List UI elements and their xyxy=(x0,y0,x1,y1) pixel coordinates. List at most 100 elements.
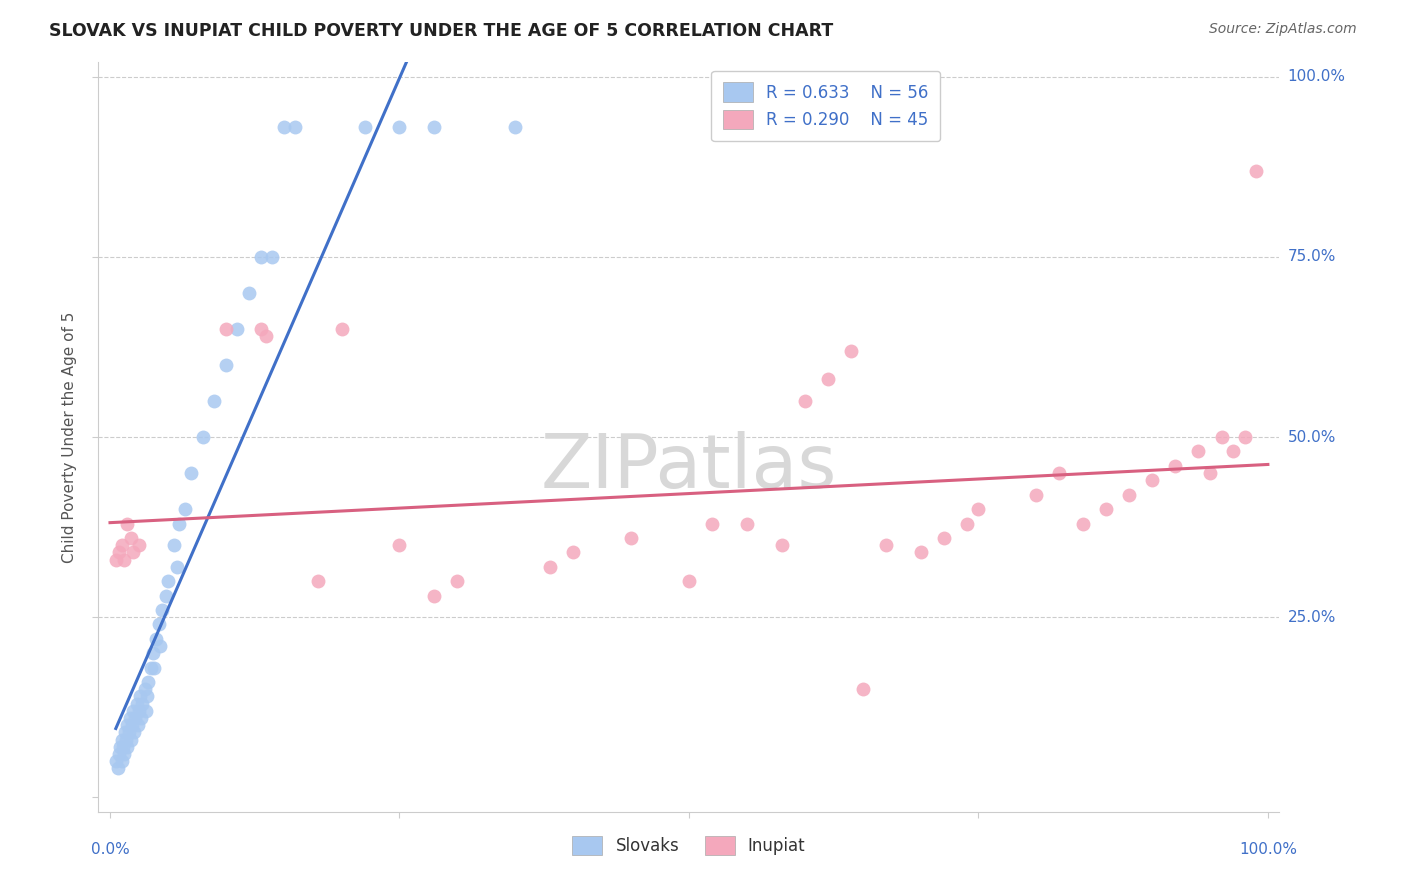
Point xyxy=(110,538,132,552)
Point xyxy=(423,120,446,135)
Point xyxy=(700,516,723,531)
Point xyxy=(562,545,585,559)
Point xyxy=(149,639,172,653)
Text: 50.0%: 50.0% xyxy=(1288,430,1336,444)
Point xyxy=(180,466,202,480)
Point xyxy=(112,747,135,761)
Point xyxy=(134,682,156,697)
Point xyxy=(110,739,132,754)
Point xyxy=(124,725,146,739)
Text: Source: ZipAtlas.com: Source: ZipAtlas.com xyxy=(1209,22,1357,37)
Point xyxy=(770,538,793,552)
Point xyxy=(155,589,177,603)
Point xyxy=(135,704,157,718)
Point xyxy=(114,725,136,739)
Point xyxy=(388,538,411,552)
Point xyxy=(128,704,150,718)
Point xyxy=(249,250,271,264)
Point xyxy=(143,660,166,674)
Point xyxy=(142,646,165,660)
Point xyxy=(1187,444,1209,458)
Point xyxy=(121,718,143,732)
Point xyxy=(127,718,149,732)
Point xyxy=(215,358,238,372)
Point xyxy=(115,732,138,747)
Point xyxy=(446,574,468,589)
Point xyxy=(1211,430,1233,444)
Point xyxy=(1094,502,1116,516)
Point xyxy=(254,329,277,343)
Point xyxy=(262,250,284,264)
Point xyxy=(503,120,526,135)
Point xyxy=(122,704,145,718)
Point xyxy=(107,762,129,776)
Point xyxy=(538,559,561,574)
Legend: Slovaks, Inupiat: Slovaks, Inupiat xyxy=(564,828,814,863)
Point xyxy=(1049,466,1071,480)
Point xyxy=(117,725,139,739)
Point xyxy=(117,739,139,754)
Point xyxy=(215,322,238,336)
Point xyxy=(967,502,990,516)
Point xyxy=(117,718,139,732)
Point xyxy=(125,697,148,711)
Point xyxy=(1233,430,1256,444)
Y-axis label: Child Poverty Under the Age of 5: Child Poverty Under the Age of 5 xyxy=(62,311,77,563)
Point xyxy=(131,697,153,711)
Point xyxy=(148,617,170,632)
Text: 100.0%: 100.0% xyxy=(1239,842,1296,857)
Point xyxy=(735,516,758,531)
Point xyxy=(118,711,141,725)
Point xyxy=(174,502,197,516)
Point xyxy=(956,516,979,531)
Point xyxy=(104,552,127,566)
Point xyxy=(122,545,145,559)
Point xyxy=(150,603,173,617)
Point xyxy=(678,574,700,589)
Point xyxy=(330,322,353,336)
Text: ZIPatlas: ZIPatlas xyxy=(541,431,837,504)
Point xyxy=(108,545,131,559)
Point xyxy=(307,574,329,589)
Point xyxy=(1140,473,1163,487)
Point xyxy=(166,559,188,574)
Point xyxy=(620,531,643,545)
Point xyxy=(169,516,191,531)
Point xyxy=(202,394,225,409)
Point xyxy=(353,120,375,135)
Point xyxy=(910,545,932,559)
Point xyxy=(226,322,249,336)
Point xyxy=(817,372,839,386)
Point xyxy=(249,322,271,336)
Point xyxy=(110,754,132,768)
Point xyxy=(163,538,186,552)
Point xyxy=(1071,516,1094,531)
Text: 75.0%: 75.0% xyxy=(1288,250,1336,264)
Point xyxy=(139,660,162,674)
Point xyxy=(932,531,955,545)
Point xyxy=(1118,488,1140,502)
Point xyxy=(129,711,152,725)
Point xyxy=(1199,466,1222,480)
Text: 25.0%: 25.0% xyxy=(1288,610,1336,624)
Point xyxy=(156,574,179,589)
Text: SLOVAK VS INUPIAT CHILD POVERTY UNDER THE AGE OF 5 CORRELATION CHART: SLOVAK VS INUPIAT CHILD POVERTY UNDER TH… xyxy=(49,22,834,40)
Point xyxy=(110,732,132,747)
Text: 0.0%: 0.0% xyxy=(90,842,129,857)
Point xyxy=(839,343,862,358)
Point xyxy=(238,285,260,300)
Point xyxy=(388,120,411,135)
Point xyxy=(117,516,139,531)
Point xyxy=(423,589,446,603)
Point xyxy=(793,394,815,409)
Point xyxy=(145,632,167,646)
Point xyxy=(136,675,159,690)
Text: 100.0%: 100.0% xyxy=(1288,70,1346,85)
Point xyxy=(108,747,131,761)
Point xyxy=(191,430,214,444)
Point xyxy=(273,120,295,135)
Point xyxy=(1222,444,1244,458)
Point xyxy=(128,538,150,552)
Point xyxy=(120,732,142,747)
Point xyxy=(129,690,152,704)
